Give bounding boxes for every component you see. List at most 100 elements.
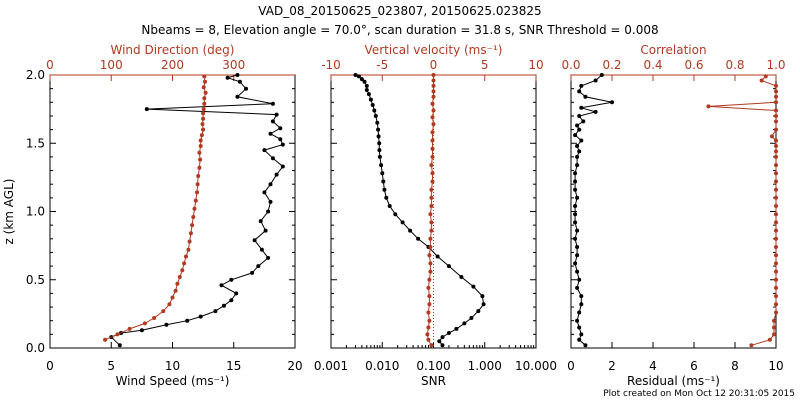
data-point — [190, 223, 195, 228]
data-point — [164, 322, 169, 327]
data-point — [446, 264, 451, 269]
title-line-2: Nbeams = 8, Elevation angle = 70.0°, sca… — [141, 23, 658, 37]
data-point — [426, 325, 431, 330]
data-point — [280, 142, 285, 147]
x-top-tick-label: -5 — [376, 58, 388, 72]
data-point — [161, 309, 166, 314]
data-point — [774, 108, 778, 113]
data-point — [774, 114, 778, 118]
data-point — [429, 195, 434, 200]
data-point — [772, 332, 776, 337]
x-bottom-axis-label: Wind Speed (ms⁻¹) — [116, 374, 230, 388]
x-bottom-tick-label: 20 — [287, 359, 302, 373]
data-point — [274, 112, 279, 117]
data-point — [426, 285, 431, 290]
data-point — [579, 105, 584, 110]
data-point — [774, 285, 778, 290]
data-point — [577, 310, 582, 315]
data-point — [774, 302, 778, 307]
data-point — [372, 108, 377, 113]
x-top-tick-label: 10 — [528, 58, 543, 72]
data-point — [575, 144, 580, 148]
data-point — [593, 78, 598, 83]
data-point — [270, 156, 275, 161]
data-point — [575, 123, 580, 128]
data-point — [435, 254, 440, 259]
data-point — [201, 85, 206, 90]
data-point — [599, 73, 604, 77]
data-point — [583, 94, 588, 99]
data-point — [198, 314, 203, 319]
x-top-tick-label: 200 — [161, 58, 184, 72]
panel-2: 0.001 0.010 0.100 1.000 10.000 SNR -10 -5 0 5 10 Ve… — [314, 43, 557, 388]
data-point — [376, 134, 381, 139]
data-point — [376, 127, 381, 132]
data-point — [774, 100, 778, 105]
data-point — [364, 88, 369, 92]
data-point — [202, 101, 207, 106]
data-point — [184, 254, 188, 259]
data-point — [387, 204, 392, 208]
data-point — [581, 119, 586, 124]
x-bottom-axis-label: Residual (ms⁻¹) — [627, 374, 720, 388]
x-top-tick-label: 0.0 — [561, 58, 580, 72]
data-point — [185, 318, 190, 323]
data-point — [359, 77, 364, 82]
data-point — [429, 163, 434, 168]
data-point — [428, 236, 433, 241]
x-bottom-tick-label: 10 — [768, 359, 783, 373]
data-point — [195, 190, 199, 195]
data-point — [202, 96, 207, 101]
data-point — [235, 73, 240, 77]
plot-created-footer: Plot created on Mon Oct 12 20:31:05 2015 — [603, 389, 795, 399]
data-point — [774, 89, 778, 94]
data-point — [384, 195, 389, 200]
data-point — [579, 294, 584, 299]
data-point — [437, 339, 442, 344]
data-point — [203, 79, 207, 84]
data-point — [577, 337, 582, 342]
data-point — [201, 111, 206, 116]
x-bottom-tick-label: 4 — [649, 359, 657, 373]
x-bottom-tick-label: 0.100 — [416, 359, 450, 373]
data-point — [774, 119, 778, 124]
data-point — [573, 171, 578, 176]
data-point — [201, 116, 206, 121]
data-point — [427, 253, 432, 258]
data-point — [430, 179, 435, 184]
data-point — [426, 310, 431, 315]
data-point — [429, 220, 434, 225]
data-point — [430, 138, 435, 143]
x-top-tick-label: 0.2 — [602, 58, 621, 72]
data-point — [198, 157, 203, 162]
data-point — [380, 171, 385, 176]
data-point — [767, 337, 772, 342]
x-bottom-tick-label: 0 — [46, 359, 54, 373]
x-top-tick-label: 0.8 — [725, 58, 744, 72]
title-line-1: VAD_08_20150625_023807, 20150625.023825 — [258, 4, 541, 18]
x-bottom-tick-label: 1.000 — [468, 359, 502, 373]
data-point — [429, 343, 434, 348]
y-tick-label: 0.5 — [26, 273, 45, 287]
x-top-tick-label: 100 — [100, 58, 123, 72]
data-point — [379, 163, 384, 168]
data-point — [425, 332, 430, 337]
data-point — [774, 171, 778, 176]
y-tick-label: 0.0 — [26, 341, 45, 355]
data-point — [774, 245, 778, 249]
data-point — [430, 146, 435, 151]
data-point — [772, 318, 776, 323]
data-point — [202, 74, 207, 79]
data-point — [203, 90, 208, 95]
data-point — [431, 78, 436, 83]
data-point — [579, 138, 584, 143]
data-point — [480, 294, 485, 299]
data-point — [252, 238, 257, 243]
data-point — [368, 97, 373, 102]
data-point — [573, 220, 578, 225]
data-point — [579, 83, 584, 88]
data-point — [431, 89, 436, 94]
data-point — [431, 122, 436, 127]
data-point — [774, 154, 778, 159]
data-point — [430, 154, 435, 159]
